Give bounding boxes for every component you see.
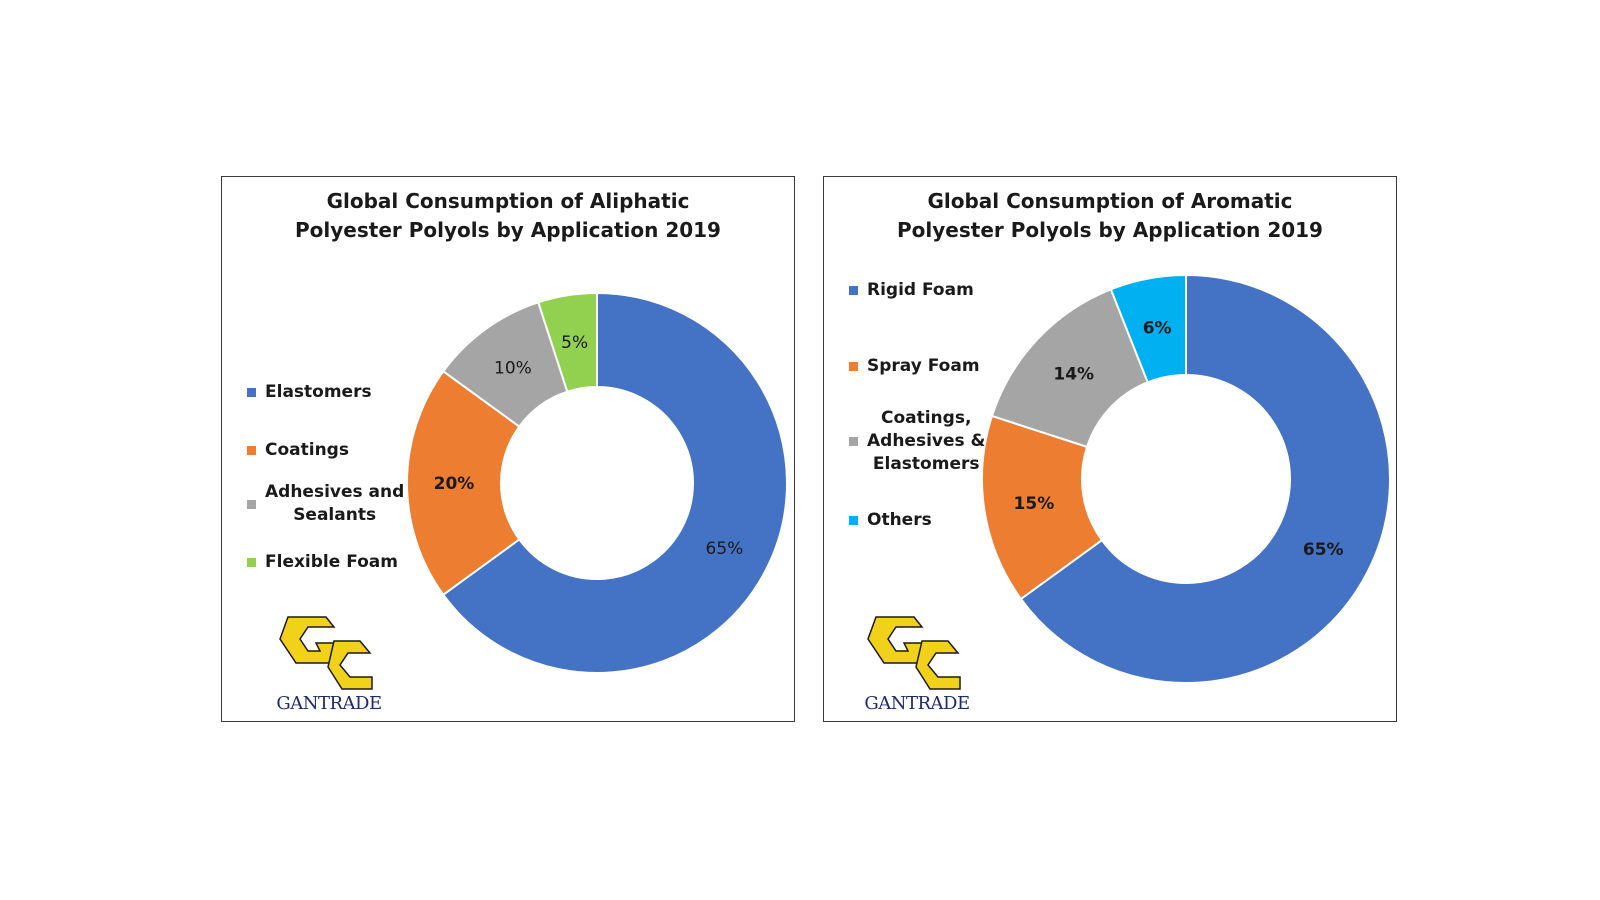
data-label: 5% <box>561 333 588 353</box>
legend-item: Others <box>849 509 932 532</box>
data-label: 65% <box>1303 540 1344 560</box>
data-label: 15% <box>1014 494 1055 514</box>
donut-slice-coatings <box>406 369 521 597</box>
legend-label: Coatings <box>265 440 349 460</box>
data-label: 65% <box>706 539 744 559</box>
gantrade-wordmark: GANTRADE <box>864 693 970 714</box>
gantrade-logo: GANTRADE <box>862 611 972 714</box>
chart-title: Global Consumption of Aromatic Polyester… <box>824 187 1396 245</box>
legend-label: Others <box>867 510 932 530</box>
donut-slice-rigid-foam <box>1019 273 1391 684</box>
legend-swatch <box>247 499 256 509</box>
legend-swatch <box>849 437 858 446</box>
donut-slice-coatings-adhesives-elastomers <box>990 288 1150 449</box>
aromatic-chart-panel: Global Consumption of Aromatic Polyester… <box>823 176 1397 722</box>
legend-item: Coatings <box>247 439 349 462</box>
chart-title-line: Global Consumption of Aromatic <box>927 189 1293 213</box>
legend-swatch <box>247 446 256 455</box>
legend-label: Coatings, Adhesives & Elastomers <box>867 408 986 474</box>
gc-logo-icon <box>279 616 373 690</box>
legend-label: Elastomers <box>265 382 372 402</box>
legend-swatch <box>247 558 256 567</box>
legend-label: Rigid Foam <box>867 280 974 300</box>
donut-slice-elastomers <box>441 291 788 674</box>
legend-label: Spray Foam <box>867 356 980 376</box>
donut-chart: 65% 20% 10% 5% <box>406 291 788 674</box>
legend-label: Flexible Foam <box>265 552 398 572</box>
legend-swatch <box>849 286 858 295</box>
donut-chart: 65% 15% 14% 6% <box>981 273 1391 684</box>
chart-title-line: Polyester Polyols by Application 2019 <box>295 218 721 242</box>
legend-swatch <box>849 362 858 371</box>
chart-title-line: Global Consumption of Aliphatic <box>326 189 690 213</box>
aliphatic-chart-panel: Global Consumption of Aliphatic Polyeste… <box>221 176 795 722</box>
legend-swatch <box>849 516 858 525</box>
data-label: 6% <box>1143 319 1172 339</box>
legend-item: Adhesives and Sealants <box>247 481 404 527</box>
legend-item: Rigid Foam <box>849 279 974 302</box>
gantrade-logo: GANTRADE <box>274 611 384 714</box>
legend-item: Flexible Foam <box>247 551 398 574</box>
chart-title-line: Polyester Polyols by Application 2019 <box>897 218 1323 242</box>
legend-label: Adhesives and Sealants <box>265 482 405 525</box>
data-label: 14% <box>1053 365 1094 385</box>
donut-slice-flexible-foam <box>537 291 598 393</box>
data-label: 10% <box>494 358 532 378</box>
legend-item: Elastomers <box>247 381 372 404</box>
donut-slice-spray-foam <box>981 414 1104 601</box>
legend-swatch <box>247 388 256 397</box>
legend-item: Spray Foam <box>849 355 980 378</box>
gc-logo-icon <box>867 616 961 690</box>
legend-item: Coatings, Adhesives & Elastomers <box>849 407 985 476</box>
chart-title: Global Consumption of Aliphatic Polyeste… <box>222 187 794 245</box>
gantrade-wordmark: GANTRADE <box>276 693 382 714</box>
data-label: 20% <box>434 474 475 494</box>
donut-slice-others <box>1109 273 1187 384</box>
